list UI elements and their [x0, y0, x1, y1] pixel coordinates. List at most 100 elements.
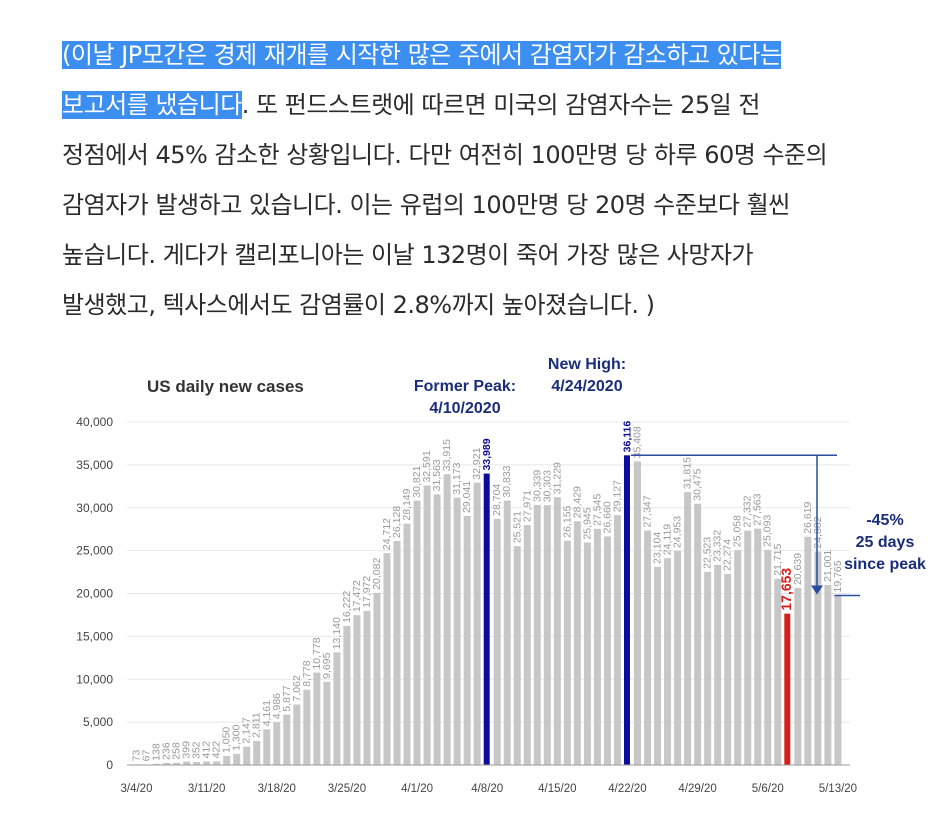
x-tick-label: 4/8/20 [471, 783, 503, 795]
bar [503, 500, 511, 765]
bar-value-label: 33,989 [481, 438, 493, 470]
bar-value-label: 30,339 [531, 470, 543, 502]
bar-value-label: 22,523 [702, 537, 714, 569]
bar-value-label: 4,986 [271, 693, 283, 719]
bar-value-label: 16,222 [341, 591, 353, 623]
x-tick-label: 3/25/20 [328, 783, 366, 795]
bar-value-label: 30,833 [501, 465, 513, 497]
bar [603, 536, 611, 765]
bar-value-label: 33,915 [441, 439, 453, 471]
bar-value-label: 28,704 [491, 484, 503, 516]
bar [563, 540, 571, 765]
bar [814, 551, 822, 765]
article-line-6: 발생했고, 텍사스에서도 감염률이 2.8%까지 높아졌습니다. ) [62, 291, 655, 319]
bar [173, 762, 181, 765]
bar [764, 549, 772, 765]
bar [453, 497, 461, 765]
bar [543, 505, 551, 765]
article-line-2: 보고서를 냈습니다. 또 펀드스트랫에 따르면 미국의 감염자수는 25일 전 [62, 80, 942, 130]
article-line-5: 높습니다. 게다가 캘리포니아는 이날 132명이 죽어 가장 많은 사망자가 [62, 241, 754, 269]
bar [223, 755, 231, 765]
bar [634, 461, 641, 765]
bar [583, 542, 591, 765]
y-tick-label: 20,000 [76, 587, 113, 601]
decline-days: 25 days [856, 534, 915, 551]
bar [333, 652, 341, 765]
bar-value-label: 24,119 [662, 524, 674, 555]
bar [724, 574, 732, 765]
bar [704, 571, 712, 765]
y-tick-label: 40,000 [76, 415, 113, 429]
bar [824, 584, 832, 765]
bar-value-label: 31,229 [551, 462, 563, 494]
bar [293, 704, 301, 765]
bar-value-label: 23,104 [652, 532, 664, 564]
bar-value-label: 26,660 [601, 501, 613, 533]
bar-value-label: 412 [201, 741, 213, 759]
x-tick-label: 3/18/20 [258, 783, 296, 795]
bar [523, 525, 531, 765]
bar-value-label: 10,778 [311, 637, 323, 669]
bar [664, 558, 672, 765]
bar [533, 504, 541, 765]
y-tick-label: 25,000 [76, 544, 113, 558]
bar [273, 722, 281, 765]
bar-value-label: 25,093 [762, 515, 774, 547]
bar-value-label: 13,140 [331, 617, 343, 649]
bar [263, 729, 271, 765]
bar [403, 523, 411, 765]
bar-value-label: 30,821 [411, 465, 423, 497]
bar [734, 550, 742, 765]
bar-value-label: 36,116 [621, 421, 633, 453]
bar-value-label: 67 [141, 750, 153, 762]
bar-value-label: 21,715 [772, 544, 784, 576]
bar [493, 518, 501, 765]
bar [774, 578, 782, 765]
bar [694, 503, 702, 765]
new-high-date: 4/24/2020 [551, 378, 622, 395]
bar [323, 681, 331, 765]
new-high-label: New High: [548, 356, 626, 373]
bar-value-label: 24,712 [381, 518, 393, 550]
bar [163, 762, 171, 765]
bar [513, 546, 521, 765]
former-peak-label: Former Peak: [414, 378, 516, 395]
bar [754, 528, 762, 765]
x-tick-label: 4/22/20 [608, 783, 646, 795]
bar-value-label: 21,001 [822, 550, 834, 582]
bar [393, 540, 401, 765]
bar-value-label: 8,778 [301, 660, 313, 686]
bar [443, 474, 451, 765]
bar-value-label: 25,945 [581, 507, 593, 539]
bar-value-label: 27,971 [521, 490, 533, 522]
bar-value-label: 22,274 [722, 539, 734, 571]
bar-value-label: 35,408 [632, 426, 644, 458]
bar-value-label: 1,050 [221, 727, 233, 753]
bar [213, 761, 221, 765]
bar-value-label: 26,155 [561, 505, 573, 537]
bar [233, 753, 241, 765]
highlighted-bar [623, 455, 630, 765]
bar-value-label: 17,472 [351, 580, 363, 612]
bar-value-label: 4,161 [261, 700, 273, 726]
decline-percent: -45% [866, 512, 903, 529]
bar [714, 564, 722, 765]
bar-value-label: 25,521 [511, 511, 523, 543]
x-tick-label: 3/4/20 [121, 783, 153, 795]
x-tick-label: 3/11/20 [188, 783, 226, 795]
bar-value-label: 29,041 [461, 481, 473, 513]
bar [313, 672, 321, 765]
article-line-1: (이날 JP모간은 경제 재개를 시작한 많은 주에서 감염자가 감소하고 있다… [62, 30, 942, 80]
x-axis: 3/4/20 3/11/20 3/18/20 3/25/20 4/1/20 4/8/20 4… [121, 764, 857, 795]
bar-value-label: 31,815 [682, 457, 694, 489]
x-tick-label: 4/15/20 [538, 783, 576, 795]
bar [744, 530, 752, 765]
bar [203, 761, 211, 765]
bar-value-label: 352 [191, 741, 203, 759]
bar-value-label: 236 [161, 742, 173, 760]
bar [193, 761, 201, 765]
highlighted-text: 보고서를 냈습니다 [62, 91, 242, 119]
bar-value-label: 9,695 [321, 652, 333, 678]
y-tick-label: 35,000 [76, 458, 113, 472]
bar-value-label: 24,953 [672, 516, 684, 548]
